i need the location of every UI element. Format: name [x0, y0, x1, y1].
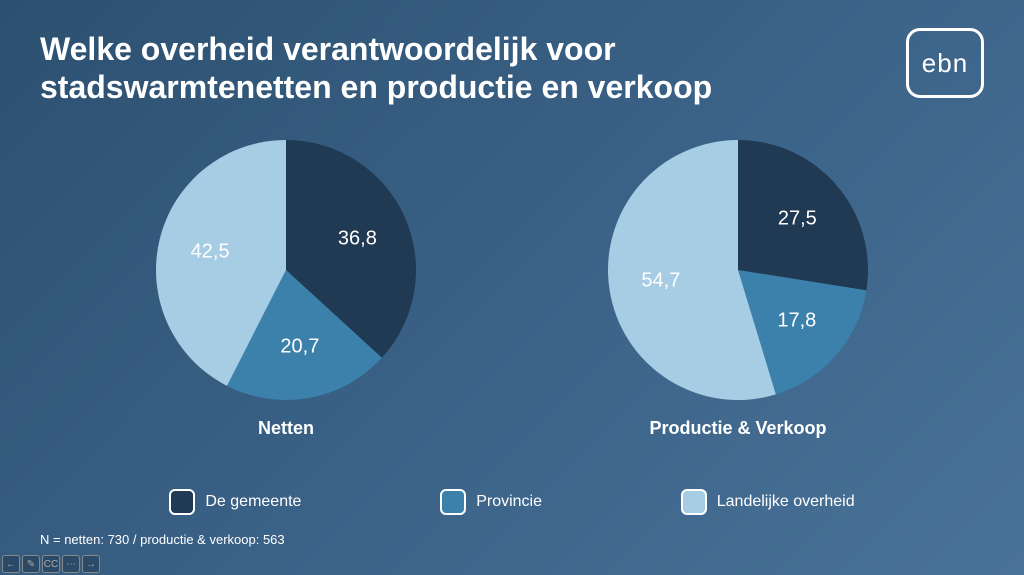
cc-button[interactable]: CC	[42, 555, 60, 573]
legend-item-provincie: Provincie	[440, 489, 542, 515]
chart-title-productie: Productie & Verkoop	[649, 418, 826, 439]
footnote: N = netten: 730 / productie & verkoop: 5…	[40, 532, 285, 547]
pie-slice-label: 27,5	[778, 208, 817, 231]
next-slide-button[interactable]: →	[82, 555, 100, 573]
chart-productie: 27,5 17,8 54,7 Productie & Verkoop	[608, 140, 868, 439]
legend-label-gemeente: De gemeente	[205, 493, 301, 511]
legend-item-gemeente: De gemeente	[169, 489, 301, 515]
legend-label-landelijke: Landelijke overheid	[717, 493, 855, 511]
legend-swatch-gemeente	[169, 489, 195, 515]
more-button[interactable]: ⋯	[62, 555, 80, 573]
chart-title-netten: Netten	[258, 418, 314, 439]
legend-label-provincie: Provincie	[476, 493, 542, 511]
chart-netten: 36,8 20,7 42,5 Netten	[156, 140, 416, 439]
charts-row: 36,8 20,7 42,5 Netten 27,5 17,8 54,7 Product…	[0, 140, 1024, 439]
pie-slice-label: 54,7	[641, 270, 680, 293]
legend: De gemeente Provincie Landelijke overhei…	[0, 489, 1024, 515]
slide-title: Welke overheid verantwoordelijk voor sta…	[40, 30, 820, 107]
pie-slice-label: 42,5	[191, 240, 230, 263]
ebn-logo: ebn	[906, 28, 984, 98]
pie-productie: 27,5 17,8 54,7	[608, 140, 868, 400]
legend-swatch-provincie	[440, 489, 466, 515]
pie-slice-label: 20,7	[280, 335, 319, 358]
pie-slice-label: 17,8	[777, 310, 816, 333]
presentation-controls: ← ✎ CC ⋯ →	[2, 555, 100, 573]
pie-netten: 36,8 20,7 42,5	[156, 140, 416, 400]
pen-button[interactable]: ✎	[22, 555, 40, 573]
legend-item-landelijke: Landelijke overheid	[681, 489, 855, 515]
pie-slice-label: 36,8	[338, 227, 377, 250]
prev-slide-button[interactable]: ←	[2, 555, 20, 573]
legend-swatch-landelijke	[681, 489, 707, 515]
